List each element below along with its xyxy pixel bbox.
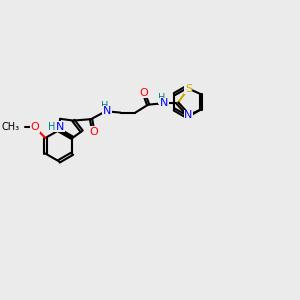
Text: O: O (89, 127, 98, 137)
Text: H: H (49, 122, 56, 132)
Text: H: H (101, 101, 108, 111)
Text: N: N (103, 106, 111, 116)
Text: CH₃: CH₃ (2, 122, 20, 132)
Text: N: N (56, 122, 64, 132)
Text: S: S (185, 83, 192, 94)
Text: O: O (140, 88, 148, 98)
Text: N: N (160, 98, 168, 108)
Text: O: O (30, 122, 39, 132)
Text: H: H (158, 93, 165, 103)
Text: N: N (184, 110, 193, 120)
